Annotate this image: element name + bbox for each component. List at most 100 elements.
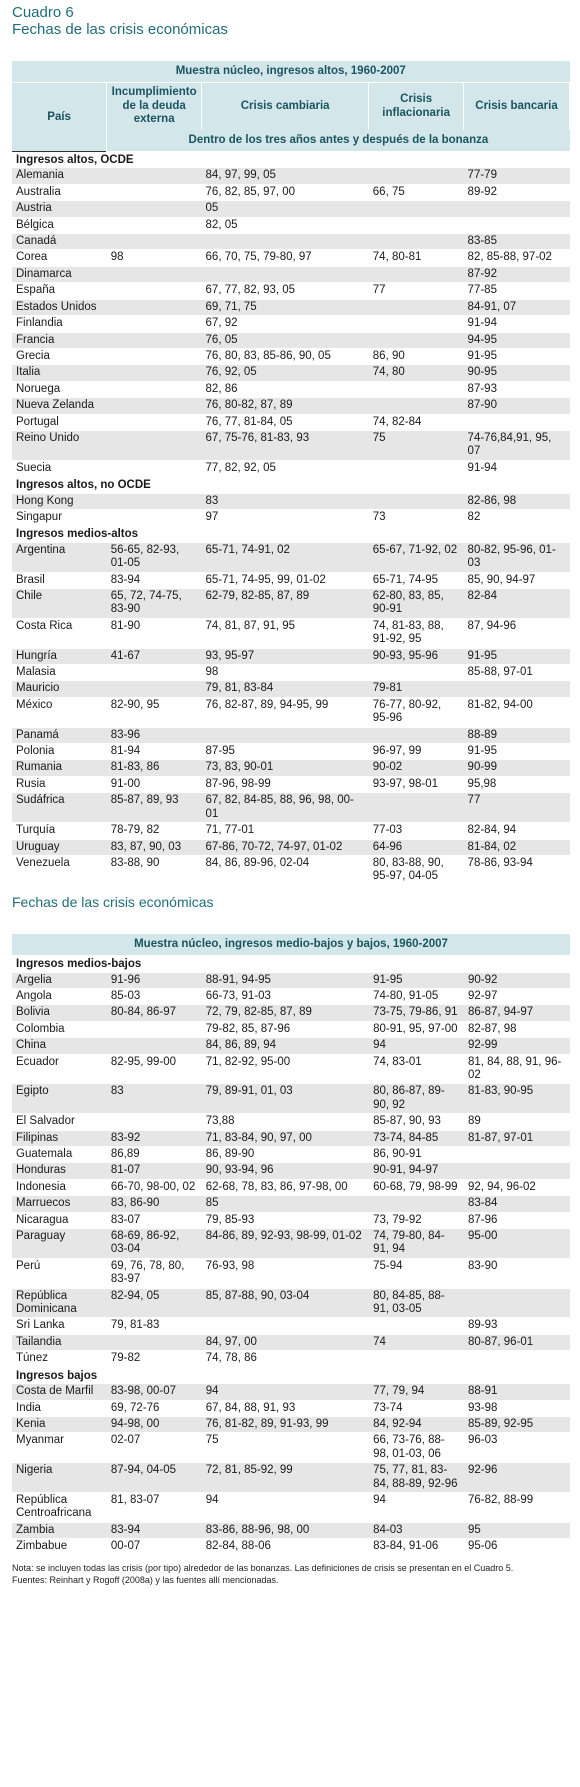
cell: 75-94 [369,1258,464,1289]
table-row: Tailandia 84, 97, 00 74 80-87, 96-01 [12,1334,570,1352]
table-row: Colombia 79-82, 85, 87-96 80-91, 95, 97-00… [12,1021,570,1039]
cell: 82-87, 98 [463,1021,570,1039]
column-header: País [12,82,108,152]
table-caption: Muestra núcleo, ingresos medio-bajos y b… [12,933,570,957]
cell: 83, 86-90 [106,1195,202,1213]
cell: 67, 75-76, 81-83, 93 [201,430,369,461]
table-row: Sri Lanka 79, 81-83 89-93 [12,1317,570,1335]
table-row: Noruega 82, 86 87-93 [12,381,570,399]
country: Tailandia [12,1334,107,1352]
cell: 88-89 [463,727,570,745]
cell [201,1317,370,1335]
cell [463,1350,570,1368]
cell: 62-80, 83, 85, 90-91 [368,588,464,619]
cell: 82, 05 [201,217,369,235]
cell [463,1162,570,1180]
cell [463,414,570,431]
cell: 85-87, 90, 93 [369,1113,464,1131]
cell: 74, 79-80, 84-91, 94 [369,1228,464,1259]
table-row: Reino Unido 67, 75-76, 81-83, 93 75 74-76,8… [12,430,570,461]
cell: 75 [368,430,464,461]
table-row: Costa Rica 81-90 74, 81, 87, 91, 95 74, 81-… [12,618,570,649]
cell: 81-84, 02 [463,839,570,856]
cell: 83-84 [463,1195,570,1213]
country: Kenia [12,1416,107,1434]
country: Canadá [12,233,107,251]
cell [106,332,202,349]
country: Bolivia [12,1004,107,1022]
table-row: Panamá 83-96 88-89 [12,727,570,745]
country: Suecia [12,460,107,478]
cell: 83-07 [106,1212,202,1230]
cell [368,200,464,218]
cell: 41-67 [106,648,202,666]
column-header: Crisis bancaria [463,82,570,130]
country: China [12,1037,107,1055]
country: Zimbabue [12,1538,107,1556]
cell: 65-71, 74-95, 99, 01-02 [201,572,369,590]
cell: 79-82 [106,1350,202,1368]
cell: 80-87, 96-01 [463,1334,570,1352]
cell: 84, 97, 00 [201,1334,370,1352]
country: Brasil [12,572,107,590]
cell: 82-94, 05 [106,1288,202,1319]
cell: 87-94, 04-05 [106,1462,202,1493]
cell: 74 [369,1334,464,1352]
cell: 86, 90-91 [369,1146,464,1164]
country: Bélgica [12,217,107,235]
table-row: Angola 85-03 66-73, 91-03 74-80, 91-05 92-97 [12,988,570,1006]
cell [368,493,464,510]
cell: 76, 82, 85, 97, 00 [201,184,369,202]
cell: 89-93 [463,1317,570,1335]
cell [368,315,464,333]
cell [201,727,369,745]
cell: 69, 76, 78, 80, 83-97 [106,1258,202,1289]
cell: 67, 92 [201,315,369,333]
cell: 91-95 [463,648,570,666]
table-row: Sudáfrica 85-87, 89, 93 67, 82, 84-85, 88,… [12,792,570,824]
cell [368,381,464,399]
country: Chile [12,588,107,619]
country: Guatemala [12,1146,107,1164]
cell: 84, 97, 99, 05 [201,168,369,185]
country: Finlandia [12,315,107,333]
cell [463,200,570,218]
group-name: Ingresos bajos [12,1366,570,1385]
cell: 81-83, 90-95 [463,1083,570,1115]
cell: 71, 83-84, 90, 97, 00 [201,1130,370,1148]
cell: 79, 89-91, 01, 03 [201,1083,370,1115]
cell: 83-98, 00-07 [106,1384,202,1401]
cell: 66, 70, 75, 79-80, 97 [201,249,369,267]
cell: 91-94 [463,460,570,478]
cell: 74, 83-01 [369,1054,464,1085]
cell: 74, 80-81 [368,249,464,267]
country: Marruecos [12,1195,107,1213]
cell: 83-94 [106,1522,202,1540]
table-row: México 82-90, 95 76, 82-87, 89, 94-95, 99 7… [12,697,570,728]
cell: 87-90 [463,397,570,415]
country: Rumania [12,759,107,777]
country: Reino Unido [12,430,107,461]
country: Alemania [12,168,107,185]
table-row: Polonia 81-94 87-95 96-97, 99 91-95 [12,743,570,761]
cell: 90-02 [368,759,464,777]
country: Paraguay [12,1228,107,1259]
cell: 66, 75 [368,184,464,202]
cell: 89 [463,1113,570,1131]
table-row: Costa de Marfil 83-98, 00-07 94 77, 79, 94 8… [12,1384,570,1401]
cell [106,414,202,431]
cell: 79, 81-83 [106,1317,202,1335]
column-header: Crisis cambiaria [201,82,370,130]
cell: 77-03 [368,822,464,840]
cell: 95-06 [463,1538,570,1556]
table-row: Filipinas 83-92 71, 83-84, 90, 97, 00 73-74… [12,1130,570,1148]
country: Mauricio [12,680,107,698]
country: Costa de Marfil [12,1384,107,1401]
country: Panamá [12,727,107,745]
cell: 84-91, 07 [463,299,570,317]
table-row: Brasil 83-94 65-71, 74-95, 99, 01-02 65-71,… [12,572,570,590]
cell: 74, 81-83, 88, 91-92, 95 [368,618,464,649]
cell [368,792,464,824]
table-row: Portugal 76, 77, 81-84, 05 74, 82-84 [12,414,570,431]
